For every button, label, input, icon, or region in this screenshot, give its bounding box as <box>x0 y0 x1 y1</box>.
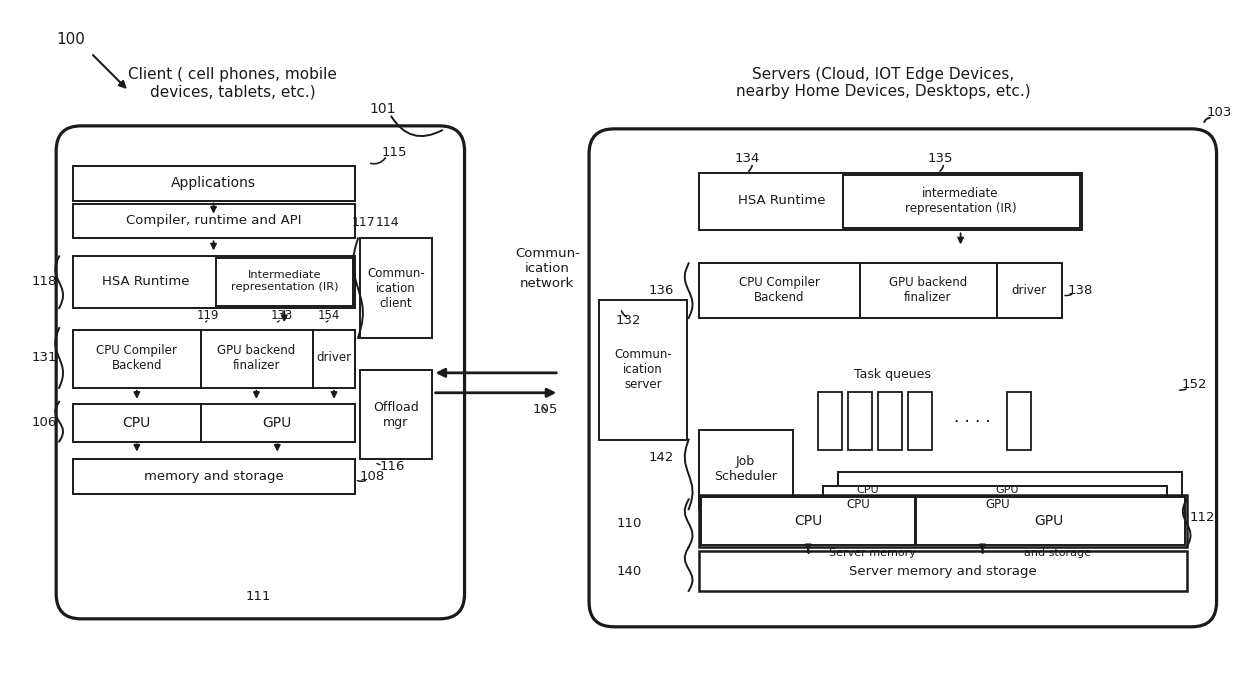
Text: CPU Compiler
Backend: CPU Compiler Backend <box>97 344 177 372</box>
Text: HSA Runtime: HSA Runtime <box>102 275 190 288</box>
Text: 152: 152 <box>1182 378 1208 392</box>
Text: 114: 114 <box>376 216 399 229</box>
FancyBboxPatch shape <box>599 300 687 439</box>
Text: 118: 118 <box>31 275 57 288</box>
Text: HSA Runtime: HSA Runtime <box>738 194 825 207</box>
Text: 140: 140 <box>618 564 642 578</box>
Text: 112: 112 <box>1189 511 1215 524</box>
FancyBboxPatch shape <box>73 165 355 200</box>
Text: 106: 106 <box>31 416 57 429</box>
Text: Task queues: Task queues <box>854 369 931 381</box>
Text: 132: 132 <box>616 314 641 327</box>
Text: CPU Compiler
Backend: CPU Compiler Backend <box>739 276 820 304</box>
FancyBboxPatch shape <box>314 330 355 388</box>
Text: ↓: ↓ <box>804 546 813 556</box>
Text: GPU: GPU <box>996 485 1019 495</box>
Text: 105: 105 <box>532 403 558 416</box>
Text: GPU: GPU <box>263 416 291 430</box>
Text: 116: 116 <box>379 460 405 473</box>
Text: 135: 135 <box>928 153 954 165</box>
Text: Applications: Applications <box>171 176 255 190</box>
FancyBboxPatch shape <box>698 173 1083 230</box>
Text: 110: 110 <box>618 517 642 530</box>
Text: GPU: GPU <box>985 497 1009 511</box>
FancyBboxPatch shape <box>73 330 201 388</box>
Text: Commun-
ication
network: Commun- ication network <box>515 247 579 290</box>
Text: Commun-
ication
client: Commun- ication client <box>367 267 424 310</box>
Text: · · · ·: · · · · <box>954 412 991 431</box>
FancyBboxPatch shape <box>216 259 353 306</box>
FancyBboxPatch shape <box>360 370 432 460</box>
FancyBboxPatch shape <box>838 472 1182 508</box>
Text: 119: 119 <box>197 308 219 321</box>
FancyBboxPatch shape <box>698 551 1187 591</box>
Text: GPU backend
finalizer: GPU backend finalizer <box>889 276 967 304</box>
Text: memory and storage: memory and storage <box>144 470 284 483</box>
Text: 117: 117 <box>352 216 376 229</box>
FancyBboxPatch shape <box>73 204 355 238</box>
FancyBboxPatch shape <box>878 392 901 450</box>
Text: ↓: ↓ <box>978 546 987 556</box>
Text: 108: 108 <box>360 470 386 483</box>
Text: 111: 111 <box>246 591 272 603</box>
Text: 103: 103 <box>1207 107 1233 119</box>
Text: CPU: CPU <box>123 416 151 430</box>
Text: Server memory and storage: Server memory and storage <box>848 564 1037 578</box>
FancyBboxPatch shape <box>848 392 872 450</box>
FancyBboxPatch shape <box>818 392 842 450</box>
FancyBboxPatch shape <box>698 495 1187 547</box>
Text: 133: 133 <box>270 308 293 321</box>
Text: CPU: CPU <box>794 514 822 529</box>
FancyBboxPatch shape <box>823 487 1167 521</box>
FancyBboxPatch shape <box>589 129 1216 627</box>
Text: 115: 115 <box>382 146 408 159</box>
Text: and storage: and storage <box>1024 548 1091 558</box>
FancyBboxPatch shape <box>73 460 355 494</box>
FancyBboxPatch shape <box>698 429 794 510</box>
Text: 100: 100 <box>56 32 86 47</box>
FancyBboxPatch shape <box>1007 392 1032 450</box>
Text: driver: driver <box>316 352 352 364</box>
FancyBboxPatch shape <box>916 497 1184 545</box>
FancyBboxPatch shape <box>360 238 432 338</box>
Text: driver: driver <box>1012 284 1047 297</box>
Text: 101: 101 <box>370 102 397 116</box>
Text: intermediate
representation (IR): intermediate representation (IR) <box>905 186 1017 215</box>
Text: Server memory: Server memory <box>830 548 916 558</box>
Text: 136: 136 <box>649 284 675 297</box>
Text: CPU: CPU <box>846 497 870 511</box>
FancyBboxPatch shape <box>861 263 997 318</box>
FancyBboxPatch shape <box>997 263 1063 318</box>
FancyBboxPatch shape <box>698 263 861 318</box>
Text: 138: 138 <box>1068 284 1092 297</box>
FancyBboxPatch shape <box>701 497 915 545</box>
FancyBboxPatch shape <box>843 175 1080 228</box>
Text: 154: 154 <box>319 308 341 321</box>
Text: 142: 142 <box>649 451 675 464</box>
Text: GPU: GPU <box>1034 514 1064 529</box>
FancyBboxPatch shape <box>908 392 931 450</box>
Text: Offload
mgr: Offload mgr <box>373 401 419 429</box>
Text: Commun-
ication
server: Commun- ication server <box>614 348 672 392</box>
Text: Intermediate
representation (IR): Intermediate representation (IR) <box>231 271 339 292</box>
Text: GPU backend
finalizer: GPU backend finalizer <box>217 344 295 372</box>
FancyBboxPatch shape <box>73 256 355 308</box>
FancyBboxPatch shape <box>73 404 201 441</box>
Text: 131: 131 <box>31 352 57 364</box>
FancyBboxPatch shape <box>201 330 314 388</box>
Text: 134: 134 <box>734 153 760 165</box>
Text: Job
Scheduler: Job Scheduler <box>714 456 777 483</box>
Text: Compiler, runtime and API: Compiler, runtime and API <box>125 214 301 227</box>
FancyBboxPatch shape <box>201 404 355 441</box>
FancyBboxPatch shape <box>56 126 465 619</box>
Text: Servers (Cloud, IOT Edge Devices,
nearby Home Devices, Desktops, etc.): Servers (Cloud, IOT Edge Devices, nearby… <box>735 67 1030 99</box>
Text: Client ( cell phones, mobile
devices, tablets, etc.): Client ( cell phones, mobile devices, ta… <box>128 67 337 99</box>
Text: CPU: CPU <box>857 485 879 495</box>
